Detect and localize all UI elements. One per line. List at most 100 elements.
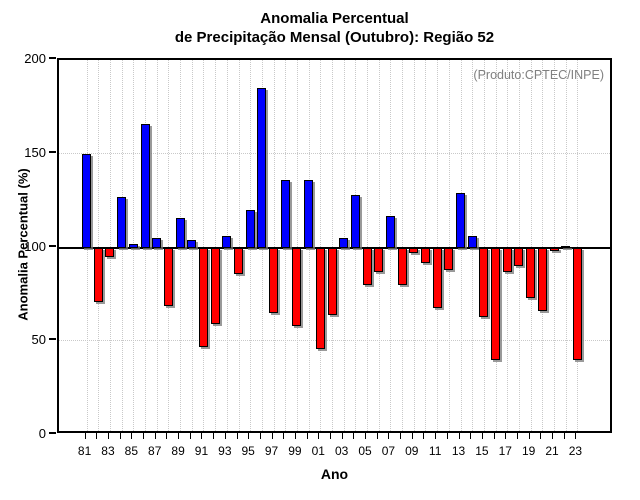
gridline-v-91 bbox=[203, 60, 205, 431]
x-tick-88 bbox=[166, 433, 168, 439]
x-tick-96 bbox=[259, 433, 261, 439]
x-tick-08 bbox=[400, 433, 402, 439]
bar-87 bbox=[152, 238, 162, 248]
x-tick-98 bbox=[283, 433, 285, 439]
x-tick-90 bbox=[189, 433, 191, 439]
gridline-v-19 bbox=[530, 60, 532, 431]
bar-03 bbox=[339, 238, 349, 248]
x-tick-19 bbox=[528, 433, 530, 439]
bar-82 bbox=[93, 247, 103, 302]
x-tick-label-97: 97 bbox=[264, 444, 279, 458]
y-tick-200 bbox=[49, 57, 56, 59]
gridline-v-18 bbox=[518, 60, 520, 431]
x-tick-99 bbox=[294, 433, 296, 439]
gridline-v-01 bbox=[320, 60, 322, 431]
bar-94 bbox=[234, 247, 243, 274]
bar-92 bbox=[210, 247, 220, 325]
bar-86 bbox=[140, 123, 150, 248]
bar-02 bbox=[327, 247, 337, 315]
chart-title-line1: Anomalia Percentual bbox=[260, 10, 409, 27]
gridline-v-88 bbox=[168, 60, 170, 431]
x-tick-label-83: 83 bbox=[101, 444, 115, 458]
x-tick-label-11: 11 bbox=[428, 444, 442, 458]
x-tick-20 bbox=[540, 433, 542, 439]
x-tick-10 bbox=[423, 433, 425, 439]
bar-84 bbox=[117, 196, 127, 248]
x-tick-label-93: 93 bbox=[218, 444, 232, 458]
y-tick-50 bbox=[49, 338, 56, 341]
bar-08 bbox=[397, 247, 407, 285]
bar-93 bbox=[222, 236, 232, 248]
x-tick-label-87: 87 bbox=[148, 444, 162, 458]
bar-14 bbox=[467, 236, 477, 248]
bar-12 bbox=[444, 247, 454, 270]
bar-17 bbox=[502, 247, 512, 272]
bar-96 bbox=[257, 88, 267, 248]
x-tick-03 bbox=[341, 433, 343, 439]
bar-23 bbox=[572, 247, 582, 360]
chart-title: Anomalia Percentual de Precipitação Mens… bbox=[57, 9, 612, 47]
gridline-v-92 bbox=[215, 60, 217, 431]
bar-01 bbox=[315, 247, 325, 349]
x-tick-label-23: 23 bbox=[568, 444, 583, 458]
x-tick-97 bbox=[271, 433, 273, 439]
bar-07 bbox=[385, 215, 395, 248]
bar-18 bbox=[514, 247, 524, 267]
x-tick-label-91: 91 bbox=[194, 444, 209, 458]
x-tick-label-01: 01 bbox=[311, 444, 325, 458]
x-tick-87 bbox=[154, 433, 156, 439]
bar-98 bbox=[280, 180, 290, 248]
bar-04 bbox=[350, 195, 360, 248]
x-tick-label-95: 95 bbox=[241, 444, 255, 458]
bar-90 bbox=[187, 240, 197, 248]
gridline-v-99 bbox=[296, 60, 298, 431]
bar-91 bbox=[198, 247, 208, 347]
x-tick-17 bbox=[505, 433, 507, 439]
x-tick-89 bbox=[178, 433, 180, 439]
x-tick-04 bbox=[353, 433, 355, 439]
bar-05 bbox=[362, 247, 372, 285]
gridline-v-22 bbox=[565, 60, 567, 431]
x-tick-label-09: 09 bbox=[405, 444, 419, 458]
bar-16 bbox=[491, 247, 501, 360]
x-tick-18 bbox=[516, 433, 518, 439]
gridline-v-21 bbox=[554, 60, 556, 431]
gridline-v-23 bbox=[577, 60, 579, 431]
y-tick-100 bbox=[49, 244, 56, 247]
x-tick-label-21: 21 bbox=[545, 444, 559, 458]
x-tick-label-19: 19 bbox=[521, 444, 536, 458]
bar-10 bbox=[420, 247, 430, 263]
gridline-v-11 bbox=[437, 60, 439, 431]
bar-13 bbox=[456, 193, 466, 248]
x-tick-81 bbox=[84, 433, 86, 439]
bar-95 bbox=[245, 210, 255, 248]
x-tick-92 bbox=[213, 433, 215, 439]
bar-00 bbox=[304, 180, 314, 248]
x-tick-21 bbox=[552, 433, 554, 439]
plot-area: (Produto:CPTEC/INPE) bbox=[57, 58, 612, 433]
x-tick-16 bbox=[493, 433, 495, 439]
x-tick-86 bbox=[143, 433, 145, 439]
x-tick-82 bbox=[96, 433, 98, 439]
bar-97 bbox=[269, 247, 279, 314]
x-tick-label-13: 13 bbox=[451, 444, 466, 458]
bar-81 bbox=[82, 153, 92, 248]
x-tick-12 bbox=[446, 433, 448, 439]
x-tick-09 bbox=[411, 433, 413, 439]
bar-88 bbox=[163, 247, 173, 306]
gridline-v-20 bbox=[542, 60, 544, 431]
gridline-v-05 bbox=[367, 60, 369, 431]
y-tick-label-0: 0 bbox=[38, 426, 46, 441]
source-annotation: (Produto:CPTEC/INPE) bbox=[473, 68, 604, 82]
x-tick-23 bbox=[575, 433, 577, 439]
x-tick-label-81: 81 bbox=[77, 444, 92, 458]
y-tick-label-200: 200 bbox=[24, 51, 46, 66]
bar-89 bbox=[175, 217, 185, 248]
bar-06 bbox=[374, 247, 384, 272]
bar-20 bbox=[537, 247, 547, 312]
bar-19 bbox=[526, 247, 536, 299]
gridline-h-50 bbox=[59, 340, 610, 342]
x-tick-06 bbox=[376, 433, 378, 439]
x-tick-label-85: 85 bbox=[124, 444, 138, 458]
